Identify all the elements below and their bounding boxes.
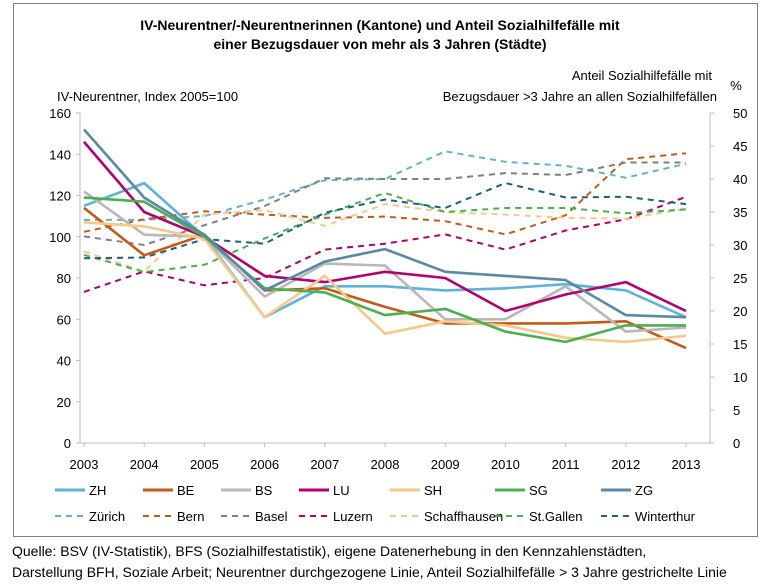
line-chart: IV-Neurentner/-Neurentnerinnen (Kantone)… bbox=[49, 17, 747, 524]
right-tick-label: 15 bbox=[733, 337, 747, 352]
legend-label-sh: SH bbox=[424, 483, 442, 498]
chart-frame bbox=[13, 3, 758, 537]
chart-title-line2: einer Bezugsdauer von mehr als 3 Jahren … bbox=[214, 36, 547, 52]
right-axis-unit: % bbox=[730, 78, 742, 93]
legend-label-z-rich: Zürich bbox=[89, 509, 125, 524]
x-tick-label: 2010 bbox=[491, 457, 520, 472]
legend-label-luzern: Luzern bbox=[333, 509, 373, 524]
left-tick-label: 0 bbox=[64, 436, 71, 451]
x-tick-label: 2006 bbox=[250, 457, 279, 472]
left-tick-label: 80 bbox=[57, 271, 71, 286]
left-tick-label: 120 bbox=[49, 189, 71, 204]
left-tick-label: 100 bbox=[49, 230, 71, 245]
left-tick-label: 160 bbox=[49, 106, 71, 121]
legend-label-basel: Basel bbox=[255, 509, 288, 524]
legend-label-lu: LU bbox=[333, 483, 350, 498]
left-tick-label: 20 bbox=[57, 395, 71, 410]
right-axis-label-line2: Bezugsdauer >3 Jahre an allen Sozialhilf… bbox=[443, 89, 717, 104]
source-note: Quelle: BSV (IV-Statistik), BFS (Sozialh… bbox=[12, 541, 762, 583]
series-line-be bbox=[83, 206, 687, 350]
x-tick-label: 2008 bbox=[371, 457, 400, 472]
left-tick-label: 60 bbox=[57, 312, 71, 327]
legend-label-st-gallen: St.Gallen bbox=[529, 509, 582, 524]
legend-label-zg: ZG bbox=[635, 483, 653, 498]
series-line-winterthur bbox=[83, 181, 687, 260]
left-axis-label: IV-Neurentner, Index 2005=100 bbox=[57, 89, 238, 104]
left-tick-label: 140 bbox=[49, 147, 71, 162]
x-tick-label: 2005 bbox=[190, 457, 219, 472]
legend-label-be: BE bbox=[177, 483, 195, 498]
right-tick-label: 40 bbox=[733, 172, 747, 187]
series-line-st-gallen bbox=[83, 191, 687, 274]
right-tick-label: 5 bbox=[733, 403, 740, 418]
series-line-basel bbox=[83, 161, 686, 247]
series-line-schaffhausen bbox=[83, 203, 687, 273]
series-line-luzern bbox=[83, 195, 687, 293]
legend: ZH BE BS LU SH SG ZG Zürich Bern Basel Luzern Schaf… bbox=[55, 483, 696, 524]
series-line-bern bbox=[83, 152, 687, 236]
legend-label-zh: ZH bbox=[89, 483, 106, 498]
x-tick-label: 2007 bbox=[310, 457, 339, 472]
legend-label-bern: Bern bbox=[177, 509, 204, 524]
x-tick-label: 2012 bbox=[611, 457, 640, 472]
legend-label-sg: SG bbox=[529, 483, 548, 498]
right-tick-label: 20 bbox=[733, 304, 747, 319]
legend-label-schaffhausen: Schaffhausen bbox=[424, 509, 503, 524]
chart-title-line1: IV-Neurentner/-Neurentnerinnen (Kantone)… bbox=[140, 17, 620, 33]
x-tick-label: 2004 bbox=[130, 457, 159, 472]
series-line-zg bbox=[83, 128, 687, 319]
source-line-1: Quelle: BSV (IV-Statistik), BFS (Sozialh… bbox=[12, 543, 647, 559]
right-tick-label: 0 bbox=[733, 436, 740, 451]
legend-label-bs: BS bbox=[255, 483, 273, 498]
legend-label-winterthur: Winterthur bbox=[635, 509, 696, 524]
series-line-zh bbox=[83, 181, 687, 319]
right-tick-label: 45 bbox=[733, 139, 747, 154]
x-tick-label: 2009 bbox=[431, 457, 460, 472]
solid-series-group bbox=[83, 128, 687, 350]
source-line-2: Darstellung BFH, Soziale Arbeit; Neurent… bbox=[12, 564, 727, 580]
right-tick-label: 25 bbox=[733, 271, 747, 286]
series-line-bs bbox=[83, 190, 687, 333]
x-tick-label: 2011 bbox=[552, 457, 580, 472]
series-line-sg bbox=[83, 196, 686, 344]
axes: 0 20 40 60 80 100 120 140 160 0 5 10 15 20 25 30 35 40 45 5… bbox=[49, 106, 747, 472]
right-tick-label: 35 bbox=[733, 205, 747, 220]
right-tick-label: 30 bbox=[733, 238, 747, 253]
left-tick-label: 40 bbox=[57, 354, 71, 369]
x-tick-label: 2003 bbox=[70, 457, 99, 472]
series-line-sh bbox=[83, 221, 687, 344]
right-axis-label-line1: Anteil Sozialhilfefälle mit bbox=[572, 68, 713, 83]
right-tick-label: 10 bbox=[733, 370, 747, 385]
right-tick-label: 50 bbox=[733, 106, 747, 121]
x-tick-label: 2013 bbox=[672, 457, 701, 472]
